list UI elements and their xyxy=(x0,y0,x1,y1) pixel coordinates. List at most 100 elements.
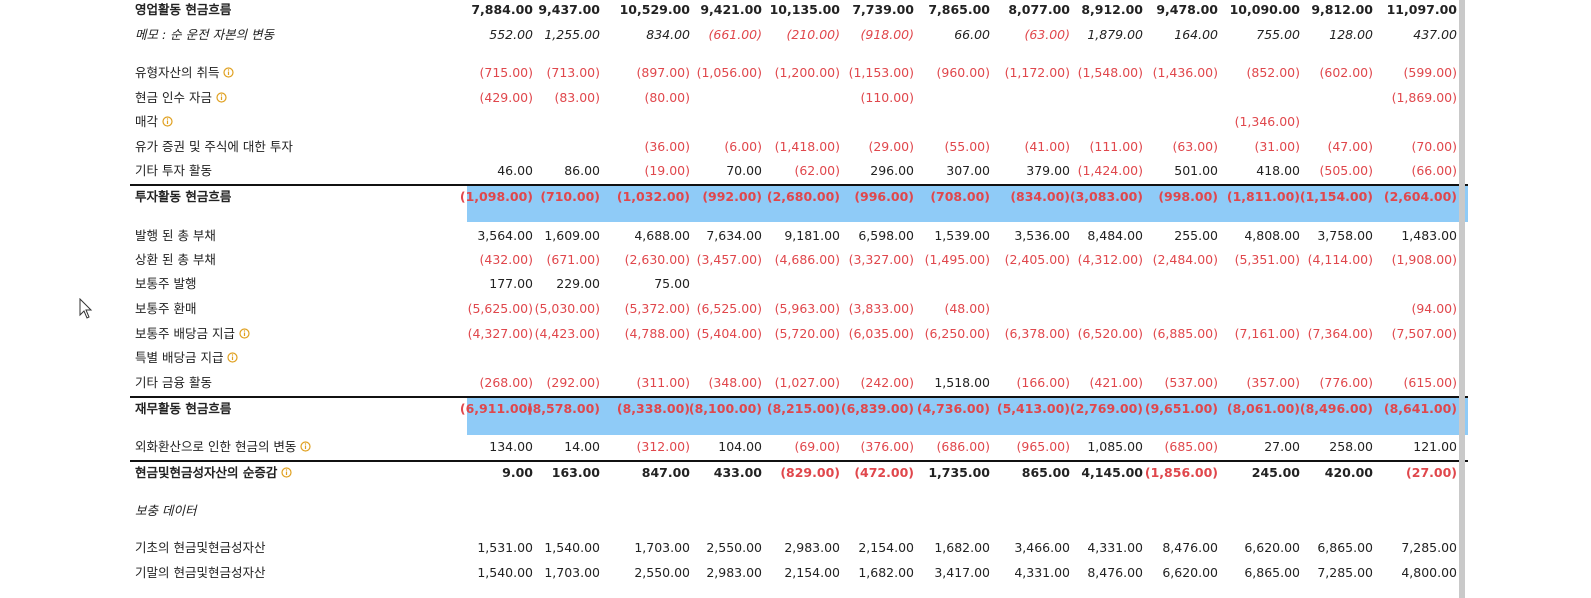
value-cell: 229.00 xyxy=(556,276,600,291)
value-cell: (615.00) xyxy=(1403,375,1458,390)
info-icon[interactable] xyxy=(223,350,239,365)
mouse-cursor xyxy=(79,298,93,319)
value-cell: 9,437.00 xyxy=(538,2,600,17)
value-cell: (7,161.00) xyxy=(1234,326,1300,341)
value-cell: (63.00) xyxy=(1024,27,1070,42)
value-cell: (357.00) xyxy=(1246,375,1301,390)
row-rule xyxy=(130,184,1468,186)
row-label: 기말의 현금및현금성자산 xyxy=(135,565,266,580)
value-cell: (6,525.00) xyxy=(696,301,762,316)
value-cell: (8,641.00) xyxy=(1383,401,1457,416)
info-icon[interactable] xyxy=(219,65,235,80)
value-cell: (429.00) xyxy=(479,90,534,105)
row-label: 상환 된 총 부채 xyxy=(135,252,216,267)
row-label: 현금 인수 자금 xyxy=(135,90,227,106)
value-cell: (8,061.00) xyxy=(1226,401,1300,416)
value-cell: (2,630.00) xyxy=(624,252,690,267)
value-cell: (48.00) xyxy=(944,301,990,316)
value-cell: (1,172.00) xyxy=(1004,65,1070,80)
value-cell: (3,833.00) xyxy=(848,301,914,316)
value-cell: (292.00) xyxy=(546,375,601,390)
value-cell: (6,885.00) xyxy=(1152,326,1218,341)
value-cell: (1,495.00) xyxy=(924,252,990,267)
value-cell: 128.00 xyxy=(1329,27,1373,42)
value-cell: (2,405.00) xyxy=(1004,252,1070,267)
value-cell: (1,436.00) xyxy=(1152,65,1218,80)
value-cell: (376.00) xyxy=(860,439,915,454)
value-cell: (2,484.00) xyxy=(1152,252,1218,267)
value-cell: 296.00 xyxy=(870,163,914,178)
row-label: 보통주 발행 xyxy=(135,276,197,291)
value-cell: 1,531.00 xyxy=(477,540,533,555)
value-cell: (715.00) xyxy=(479,65,534,80)
value-cell: (1,856.00) xyxy=(1144,465,1218,480)
value-cell: 1,539.00 xyxy=(934,228,990,243)
value-cell: 3,536.00 xyxy=(1014,228,1070,243)
value-cell: 501.00 xyxy=(1174,163,1218,178)
value-cell: 7,285.00 xyxy=(1401,540,1457,555)
row-label: 현금및현금성자산의 순증감 xyxy=(135,465,292,481)
row-label: 영업활동 현금흐름 xyxy=(135,2,232,17)
info-icon[interactable] xyxy=(212,90,227,105)
row-label: 유형자산의 취득 xyxy=(135,65,235,81)
value-cell: (166.00) xyxy=(1016,375,1071,390)
value-cell: (996.00) xyxy=(854,189,914,204)
value-cell: 2,154.00 xyxy=(858,540,914,555)
value-cell: (19.00) xyxy=(644,163,690,178)
row-label: 투자활동 현금흐름 xyxy=(135,189,232,204)
value-cell: 163.00 xyxy=(551,465,600,480)
value-cell: (602.00) xyxy=(1319,65,1374,80)
value-cell: (63.00) xyxy=(1172,139,1218,154)
value-cell: 755.00 xyxy=(1256,27,1300,42)
value-cell: 7,285.00 xyxy=(1317,565,1373,580)
value-cell: (5,625.00) xyxy=(467,301,533,316)
value-cell: 4,331.00 xyxy=(1087,540,1143,555)
value-cell: (2,604.00) xyxy=(1383,189,1457,204)
info-icon[interactable] xyxy=(158,114,173,129)
scrollbar[interactable] xyxy=(1459,0,1465,598)
value-cell: (9,651.00) xyxy=(1144,401,1218,416)
value-cell: (992.00) xyxy=(702,189,762,204)
value-cell: (1,548.00) xyxy=(1077,65,1143,80)
value-cell: 3,466.00 xyxy=(1014,540,1070,555)
value-cell: 6,598.00 xyxy=(858,228,914,243)
value-cell: (62.00) xyxy=(794,163,840,178)
value-cell: (83.00) xyxy=(554,90,600,105)
value-cell: 2,983.00 xyxy=(784,540,840,555)
value-cell: (5,404.00) xyxy=(696,326,762,341)
value-cell: (776.00) xyxy=(1319,375,1374,390)
value-cell: (8,338.00) xyxy=(616,401,690,416)
value-cell: 1,735.00 xyxy=(928,465,990,480)
value-cell: 75.00 xyxy=(654,276,690,291)
value-cell: 7,884.00 xyxy=(471,2,533,17)
value-cell: (4,327.00) xyxy=(467,326,533,341)
value-cell: (965.00) xyxy=(1016,439,1071,454)
value-cell: 2,983.00 xyxy=(706,565,762,580)
value-cell: 4,808.00 xyxy=(1244,228,1300,243)
value-cell: 2,550.00 xyxy=(706,540,762,555)
value-cell: (708.00) xyxy=(930,189,990,204)
value-cell: 8,912.00 xyxy=(1081,2,1143,17)
value-cell: (1,153.00) xyxy=(848,65,914,80)
value-cell: 1,879.00 xyxy=(1087,27,1143,42)
value-cell: (710.00) xyxy=(540,189,600,204)
value-cell: (6,378.00) xyxy=(1004,326,1070,341)
info-icon[interactable] xyxy=(277,465,292,480)
value-cell: (6,839.00) xyxy=(840,401,914,416)
value-cell: (4,312.00) xyxy=(1077,252,1143,267)
info-icon[interactable] xyxy=(296,439,312,454)
value-cell: 1,540.00 xyxy=(477,565,533,580)
value-cell: (8,496.00) xyxy=(1299,401,1373,416)
info-icon[interactable] xyxy=(235,326,250,341)
value-cell: (27.00) xyxy=(1406,465,1457,480)
value-cell: (1,098.00) xyxy=(459,189,533,204)
row-label: 특별 배당금 지급 xyxy=(135,350,239,366)
value-cell: 9.00 xyxy=(502,465,533,480)
row-label: 매각 xyxy=(135,114,173,130)
value-cell: 865.00 xyxy=(1021,465,1070,480)
value-cell: (897.00) xyxy=(636,65,691,80)
value-cell: (5,720.00) xyxy=(774,326,840,341)
value-cell: (55.00) xyxy=(944,139,990,154)
value-cell: (242.00) xyxy=(860,375,915,390)
row-label: 보충 데이터 xyxy=(135,503,197,518)
